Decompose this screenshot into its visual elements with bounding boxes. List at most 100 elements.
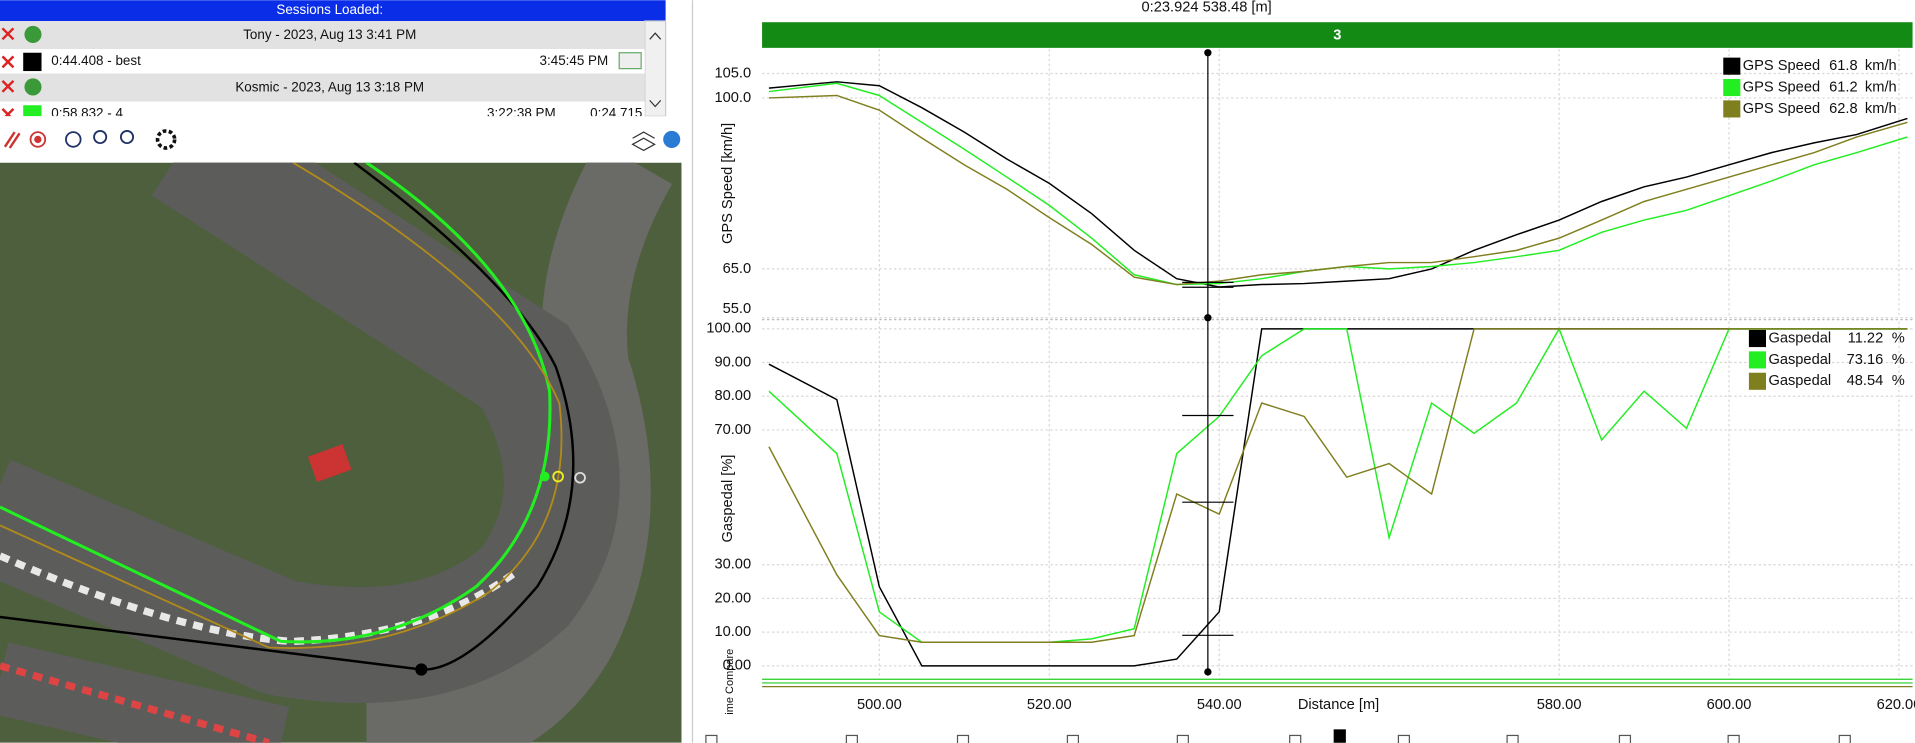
legend-name: GPS Speed xyxy=(1743,101,1820,117)
checkbox[interactable] xyxy=(956,734,970,743)
legend-name: Gaspedal xyxy=(1768,352,1831,368)
cursor-handle xyxy=(1204,49,1212,57)
map-marker xyxy=(415,663,428,676)
curb xyxy=(0,552,516,646)
x-tick-label: 600.00 xyxy=(1707,697,1752,713)
eye-icon[interactable] xyxy=(618,52,642,70)
remove-icon[interactable] xyxy=(1,27,15,41)
y-tick-label: 100.00 xyxy=(706,321,751,337)
x-axis-title: Distance [m] xyxy=(1298,697,1379,713)
session-title-row xyxy=(0,20,645,50)
legend-unit: km/h xyxy=(1865,58,1897,74)
remove-icon[interactable] xyxy=(1,55,15,69)
toolbar xyxy=(0,116,684,163)
session-lap: 0:44.408 - best xyxy=(51,53,141,68)
legend-name: GPS Speed xyxy=(1743,79,1820,95)
legend-value: 61.2 xyxy=(1829,79,1858,95)
checkbox[interactable] xyxy=(705,734,718,743)
remove-icon[interactable] xyxy=(1,79,15,93)
tool-lines[interactable] xyxy=(3,131,21,149)
tool-center[interactable] xyxy=(65,131,82,148)
sessions-header-bg xyxy=(0,0,666,21)
series-line xyxy=(768,81,1908,288)
y-tick-label: 80.00 xyxy=(714,388,751,404)
y-tick-label: 100.0 xyxy=(714,90,751,106)
racing-line xyxy=(0,162,575,671)
session-list: Tony - 2023, Aug 13 3:41 PM 0:44.408 - be… xyxy=(0,20,645,120)
bottom-checkboxes xyxy=(705,729,1851,743)
checkbox[interactable] xyxy=(1727,734,1740,743)
y-tick-label: 90.00 xyxy=(714,354,751,370)
y-tick-label: 20.00 xyxy=(714,590,751,606)
y-tick-label: 0.00 xyxy=(723,658,751,674)
legend-name: Gaspedal xyxy=(1768,330,1831,346)
session-title: Kosmic - 2023, Aug 13 3:18 PM xyxy=(235,80,424,95)
map-marker xyxy=(539,471,550,482)
tool-layers[interactable] xyxy=(631,131,656,152)
session-delta: 0:24.715 xyxy=(590,105,642,120)
session-lap-row xyxy=(0,49,645,74)
tool-globe[interactable] xyxy=(663,130,681,149)
info-icon[interactable] xyxy=(24,25,42,43)
legend-unit: % xyxy=(1892,352,1905,368)
y-tick-label: 55.0 xyxy=(723,301,751,317)
lap-number: 3 xyxy=(1333,28,1341,44)
tool-record[interactable] xyxy=(29,131,47,148)
legend-value: 62.8 xyxy=(1829,101,1858,117)
y-axis-title: GPS Speed [km/h] xyxy=(720,123,736,244)
tool-zoom-in[interactable] xyxy=(93,129,108,145)
checkbox[interactable] xyxy=(1176,734,1189,743)
legend-swatch xyxy=(1723,57,1741,75)
charts: 55.0 65.0 100.0 105.0 GPS Speed [km/h] GPS Sp… xyxy=(706,49,1915,713)
sessions-header: Sessions Loaded: xyxy=(276,2,383,17)
scroll-up[interactable] xyxy=(649,32,662,40)
session-lap: 0:58.832 - 4 xyxy=(51,105,123,120)
legend-unit: km/h xyxy=(1865,101,1897,117)
curb xyxy=(0,662,270,743)
x-tick-label: 520.00 xyxy=(1027,697,1072,713)
scroll-down[interactable] xyxy=(649,99,662,108)
position-marker xyxy=(1333,729,1346,743)
cursor-handle xyxy=(1204,668,1212,676)
checkbox[interactable] xyxy=(1506,734,1519,743)
legend-swatch xyxy=(1723,78,1741,97)
y-tick-label: 30.00 xyxy=(714,557,751,573)
tool-zoom-out[interactable] xyxy=(119,129,135,145)
checkbox[interactable] xyxy=(1397,734,1410,743)
legend-unit: % xyxy=(1892,373,1905,389)
y-tick-label: 105.0 xyxy=(714,65,751,81)
session-color xyxy=(23,52,42,72)
lap-bar xyxy=(762,22,1913,48)
tool-settings[interactable] xyxy=(155,129,177,150)
info-icon[interactable] xyxy=(24,78,42,96)
checkbox[interactable] xyxy=(845,734,858,743)
series-line xyxy=(768,328,1908,643)
toolbar-icons xyxy=(3,129,681,152)
legend-swatch xyxy=(1748,329,1767,348)
scrollbar[interactable] xyxy=(644,20,667,117)
track xyxy=(0,162,620,704)
checkbox[interactable] xyxy=(1838,734,1851,743)
legend-value: 48.54 xyxy=(1847,373,1884,389)
cursor-label: 0:23.924 538.48 [m] xyxy=(1142,0,1272,15)
session-color xyxy=(23,105,42,117)
legend-swatch xyxy=(1748,372,1767,390)
session-time: 3:45:45 PM xyxy=(540,53,609,68)
compare-label: ime Compare xyxy=(724,649,736,715)
checkbox[interactable] xyxy=(1289,734,1302,743)
legend-value: 61.8 xyxy=(1829,58,1858,74)
x-tick-label: 580.00 xyxy=(1537,697,1582,713)
checkbox[interactable] xyxy=(1618,734,1632,743)
x-tick-label: 500.00 xyxy=(857,697,902,713)
tool-record-dot[interactable] xyxy=(34,135,42,144)
x-tick-label: 620.00 xyxy=(1877,697,1915,713)
checkbox[interactable] xyxy=(1066,734,1080,743)
remove-icon[interactable] xyxy=(1,108,15,120)
legend-unit: % xyxy=(1892,330,1905,346)
legend-swatch xyxy=(1748,351,1767,369)
series-line xyxy=(768,328,1908,667)
legend-unit: km/h xyxy=(1865,79,1897,95)
x-tick-label: 540.00 xyxy=(1197,697,1242,713)
y-tick-label: 65.0 xyxy=(723,261,751,277)
